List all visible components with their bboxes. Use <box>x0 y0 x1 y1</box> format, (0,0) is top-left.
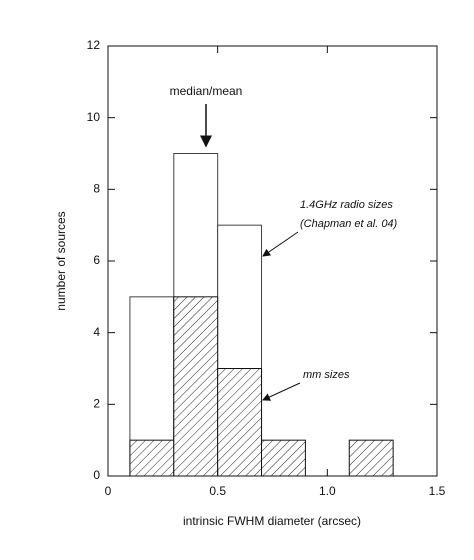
y-tick-label: 8 <box>93 182 100 196</box>
bar <box>348 439 394 477</box>
plot-area <box>129 153 394 477</box>
bar <box>217 368 263 477</box>
x-tick-label: 1.5 <box>429 484 446 498</box>
bar <box>261 439 306 477</box>
y-tick-label: 0 <box>93 468 100 482</box>
annotation: mm sizes <box>303 369 350 381</box>
x-axis-label: intrinsic FWHM diameter (arcsec) <box>183 514 361 528</box>
arrow <box>262 231 299 257</box>
arrow <box>262 382 301 401</box>
y-tick-label: 10 <box>87 110 101 124</box>
bar <box>129 439 175 477</box>
y-tick-label: 4 <box>93 325 100 339</box>
bar <box>173 296 219 477</box>
x-tick-label: 1.0 <box>319 484 336 498</box>
y-axis-label: number of sources <box>54 211 68 310</box>
y-tick-label: 2 <box>93 397 100 411</box>
annotation: 1.4GHz radio sizes <box>300 199 393 211</box>
x-tick-label: 0.5 <box>209 484 226 498</box>
y-tick-label: 12 <box>87 38 101 52</box>
y-tick-label: 6 <box>93 253 100 267</box>
annotation: median/mean <box>170 84 243 98</box>
annotation: (Chapman et al. 04) <box>300 218 398 230</box>
x-tick-label: 0 <box>105 484 112 498</box>
